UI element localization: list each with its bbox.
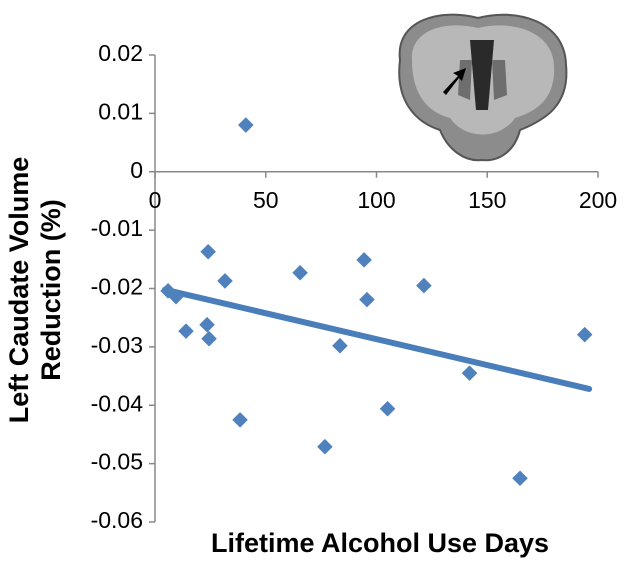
y-axis-label: Left Caudate Volume	[4, 157, 34, 424]
x-axis-label: Lifetime Alcohol Use Days	[211, 528, 549, 558]
y-tick-label: -0.04	[91, 390, 144, 416]
x-tick-label: 50	[253, 187, 279, 213]
point	[168, 288, 184, 305]
y-tick-label: 0.01	[98, 98, 143, 124]
x-tick-label: 150	[468, 187, 506, 213]
point	[238, 117, 254, 133]
brain-image	[393, 5, 571, 167]
y-tick-label: -0.02	[91, 274, 143, 300]
point	[512, 470, 528, 486]
point	[359, 291, 375, 308]
x-tick-label: 0	[149, 187, 162, 213]
point	[379, 400, 396, 417]
y-axis-label: Reduction (%)	[36, 199, 66, 381]
point	[332, 337, 348, 354]
point	[576, 326, 593, 343]
point	[199, 316, 215, 333]
point	[461, 365, 478, 381]
y-tick-label: -0.05	[91, 449, 143, 475]
x-tick-label: 100	[357, 187, 395, 213]
point	[232, 412, 248, 428]
y-tick-label: -0.06	[91, 507, 143, 533]
point	[356, 252, 372, 268]
point	[200, 243, 216, 260]
point	[201, 330, 217, 347]
point	[217, 273, 233, 289]
point	[416, 277, 432, 294]
x-tick-label: 200	[579, 187, 617, 213]
y-tick-label: 0	[130, 157, 143, 183]
y-tick-label: -0.03	[91, 332, 143, 358]
point	[292, 264, 308, 281]
y-tick-label: 0.02	[98, 40, 143, 66]
trend-line	[161, 286, 593, 392]
y-tick-label: -0.01	[91, 215, 143, 241]
point	[178, 323, 194, 339]
point	[317, 438, 333, 455]
